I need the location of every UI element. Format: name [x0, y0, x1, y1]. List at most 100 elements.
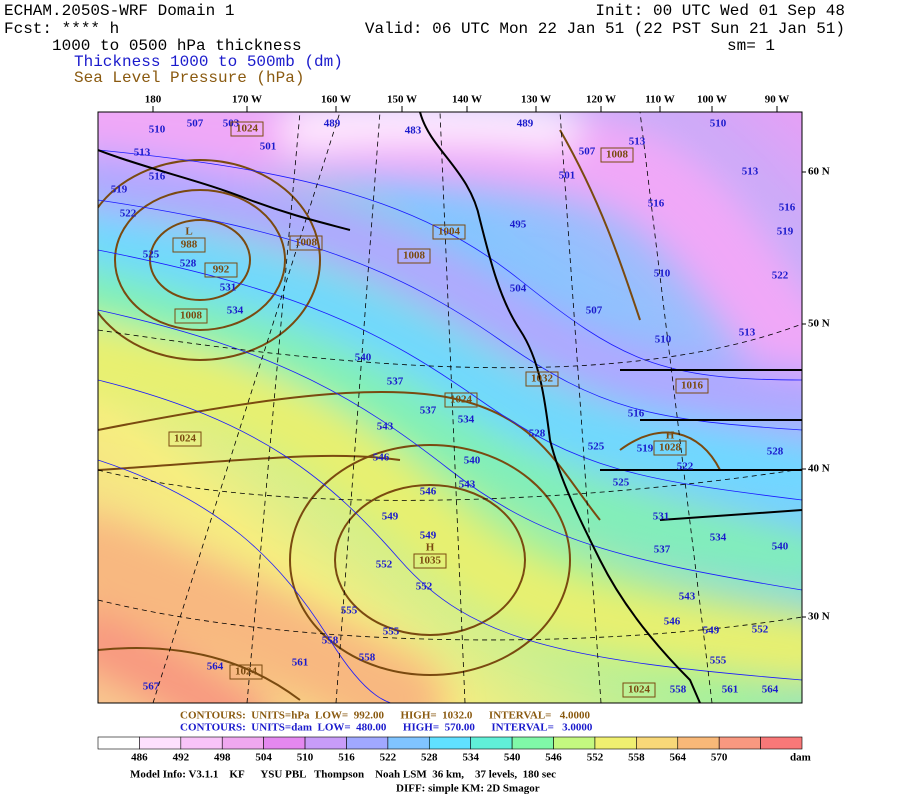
- thickness-label: 561: [722, 684, 739, 696]
- colorbar-swatch: [387, 736, 430, 750]
- pressure-label: 1008: [606, 149, 629, 161]
- pressure-contour-info: CONTOURS: UNITS=hPa LOW= 992.00 HIGH= 10…: [180, 710, 590, 722]
- thickness-label: 516: [149, 171, 166, 183]
- thickness-label: 489: [324, 118, 341, 130]
- thickness-label: 552: [752, 624, 769, 636]
- thickness-label: 549: [703, 625, 720, 637]
- thickness-contour-info: CONTOURS: UNITS=dam LOW= 480.00 HIGH= 57…: [180, 722, 593, 734]
- thickness-label: 543: [679, 591, 696, 603]
- pressure-label-box: [168, 431, 202, 447]
- thickness-label: 510: [654, 268, 671, 280]
- thickness-label: 510: [655, 334, 672, 346]
- thickness-label: 519: [777, 226, 794, 238]
- pressure-label: 1024: [628, 684, 651, 696]
- thickness-label: 525: [143, 249, 160, 261]
- thickness-label: 567: [143, 681, 160, 693]
- longitude-label: 140 W: [452, 94, 482, 106]
- thickness-label: 537: [387, 376, 404, 388]
- thickness-label: 564: [762, 684, 779, 696]
- colorbar-label: 504: [255, 752, 272, 764]
- thickness-label: 558: [670, 684, 687, 696]
- thickness-label: 516: [648, 198, 665, 210]
- thickness-label: 501: [260, 141, 277, 153]
- pressure-label-box: [172, 237, 206, 253]
- map-area: [98, 112, 802, 703]
- thickness-label: 528: [767, 446, 784, 458]
- colorbar-swatch: [221, 736, 264, 750]
- pressure-label: 1024: [236, 123, 259, 135]
- thickness-label: 558: [359, 652, 376, 664]
- diffusion-info: DIFF: simple KM: 2D Smagor: [396, 783, 540, 795]
- thickness-label: 510: [149, 124, 166, 136]
- pressure-label-box: [525, 371, 559, 387]
- thickness-label: 546: [373, 452, 390, 464]
- thickness-label: 483: [405, 125, 422, 137]
- thickness-label: 555: [710, 655, 727, 667]
- thickness-label: 519: [637, 443, 654, 455]
- thickness-label: 504: [510, 283, 527, 295]
- pressure-label-box: [230, 121, 264, 137]
- thickness-label: 522: [772, 270, 789, 282]
- longitude-label: 110 W: [645, 94, 674, 106]
- pressure-label: 1004: [438, 226, 461, 238]
- longitude-label: 120 W: [586, 94, 616, 106]
- thickness-label: 528: [180, 258, 197, 270]
- thickness-label: 513: [134, 147, 151, 159]
- colorbar-swatch: [428, 736, 472, 750]
- colorbar-label: 486: [131, 752, 148, 764]
- thickness-label: 543: [459, 479, 476, 491]
- longitude-label: 130 W: [521, 94, 551, 106]
- pressure-label-box: [413, 553, 447, 569]
- thickness-label: 540: [464, 455, 481, 467]
- color-fill: [98, 112, 802, 703]
- pressure-legend: Sea Level Pressure (hPa): [74, 69, 304, 87]
- thickness-label: 534: [458, 414, 475, 426]
- valid-time: Valid: 06 UTC Mon 22 Jan 51 (22 PST Sun …: [365, 20, 845, 38]
- pressure-label-box: [174, 308, 208, 324]
- colorbar-unit: dam: [790, 752, 811, 764]
- thickness-label: 537: [420, 405, 437, 417]
- thickness-label: 540: [355, 352, 372, 364]
- pressure-center: L: [185, 226, 192, 238]
- pressure-label-box: [432, 224, 466, 240]
- pressure-center: H: [666, 430, 675, 442]
- pressure-label-box: [653, 440, 687, 456]
- field-description: 1000 to 0500 hPa thickness: [52, 37, 302, 55]
- longitude-label: 170 W: [232, 94, 262, 106]
- pressure-label: 1024: [174, 433, 197, 445]
- pressure-label: 1028: [659, 442, 682, 454]
- coastline: [98, 112, 802, 703]
- thickness-label: 531: [653, 511, 670, 523]
- thickness-label: 543: [377, 421, 394, 433]
- pressure-label: 988: [181, 239, 198, 251]
- colorbar-label: 528: [421, 752, 438, 764]
- colorbar-swatch: [718, 736, 761, 750]
- colorbar-label: 534: [462, 752, 479, 764]
- colorbar-swatch: [677, 736, 720, 750]
- colorbar-swatch: [346, 736, 389, 750]
- pressure-label: 992: [213, 264, 230, 276]
- pressure-label: 1016: [681, 380, 704, 392]
- longitude-label: 160 W: [321, 94, 351, 106]
- model-title: ECHAM.2050S-WRF Domain 1: [4, 2, 234, 20]
- colorbar-label: 558: [628, 752, 645, 764]
- thickness-label: 507: [586, 305, 603, 317]
- longitude-label: 90 W: [765, 94, 790, 106]
- pressure-label: 1032: [531, 373, 554, 385]
- pressure-label: 1024: [450, 394, 473, 406]
- thickness-label: 561: [292, 657, 309, 669]
- thickness-label: 537: [654, 544, 671, 556]
- latitude-label: 40 N: [808, 463, 830, 475]
- thickness-label: 558: [322, 635, 339, 647]
- thickness-label: 549: [420, 530, 437, 542]
- thickness-label: 510: [710, 118, 727, 130]
- thickness-label: 552: [376, 559, 393, 571]
- thickness-label: 546: [420, 486, 437, 498]
- pressure-label-box: [600, 147, 634, 163]
- pressure-label: 1008: [180, 310, 203, 322]
- colorbar-label: 564: [670, 752, 687, 764]
- colorbar-swatch: [553, 736, 596, 750]
- thickness-label: 531: [220, 282, 237, 294]
